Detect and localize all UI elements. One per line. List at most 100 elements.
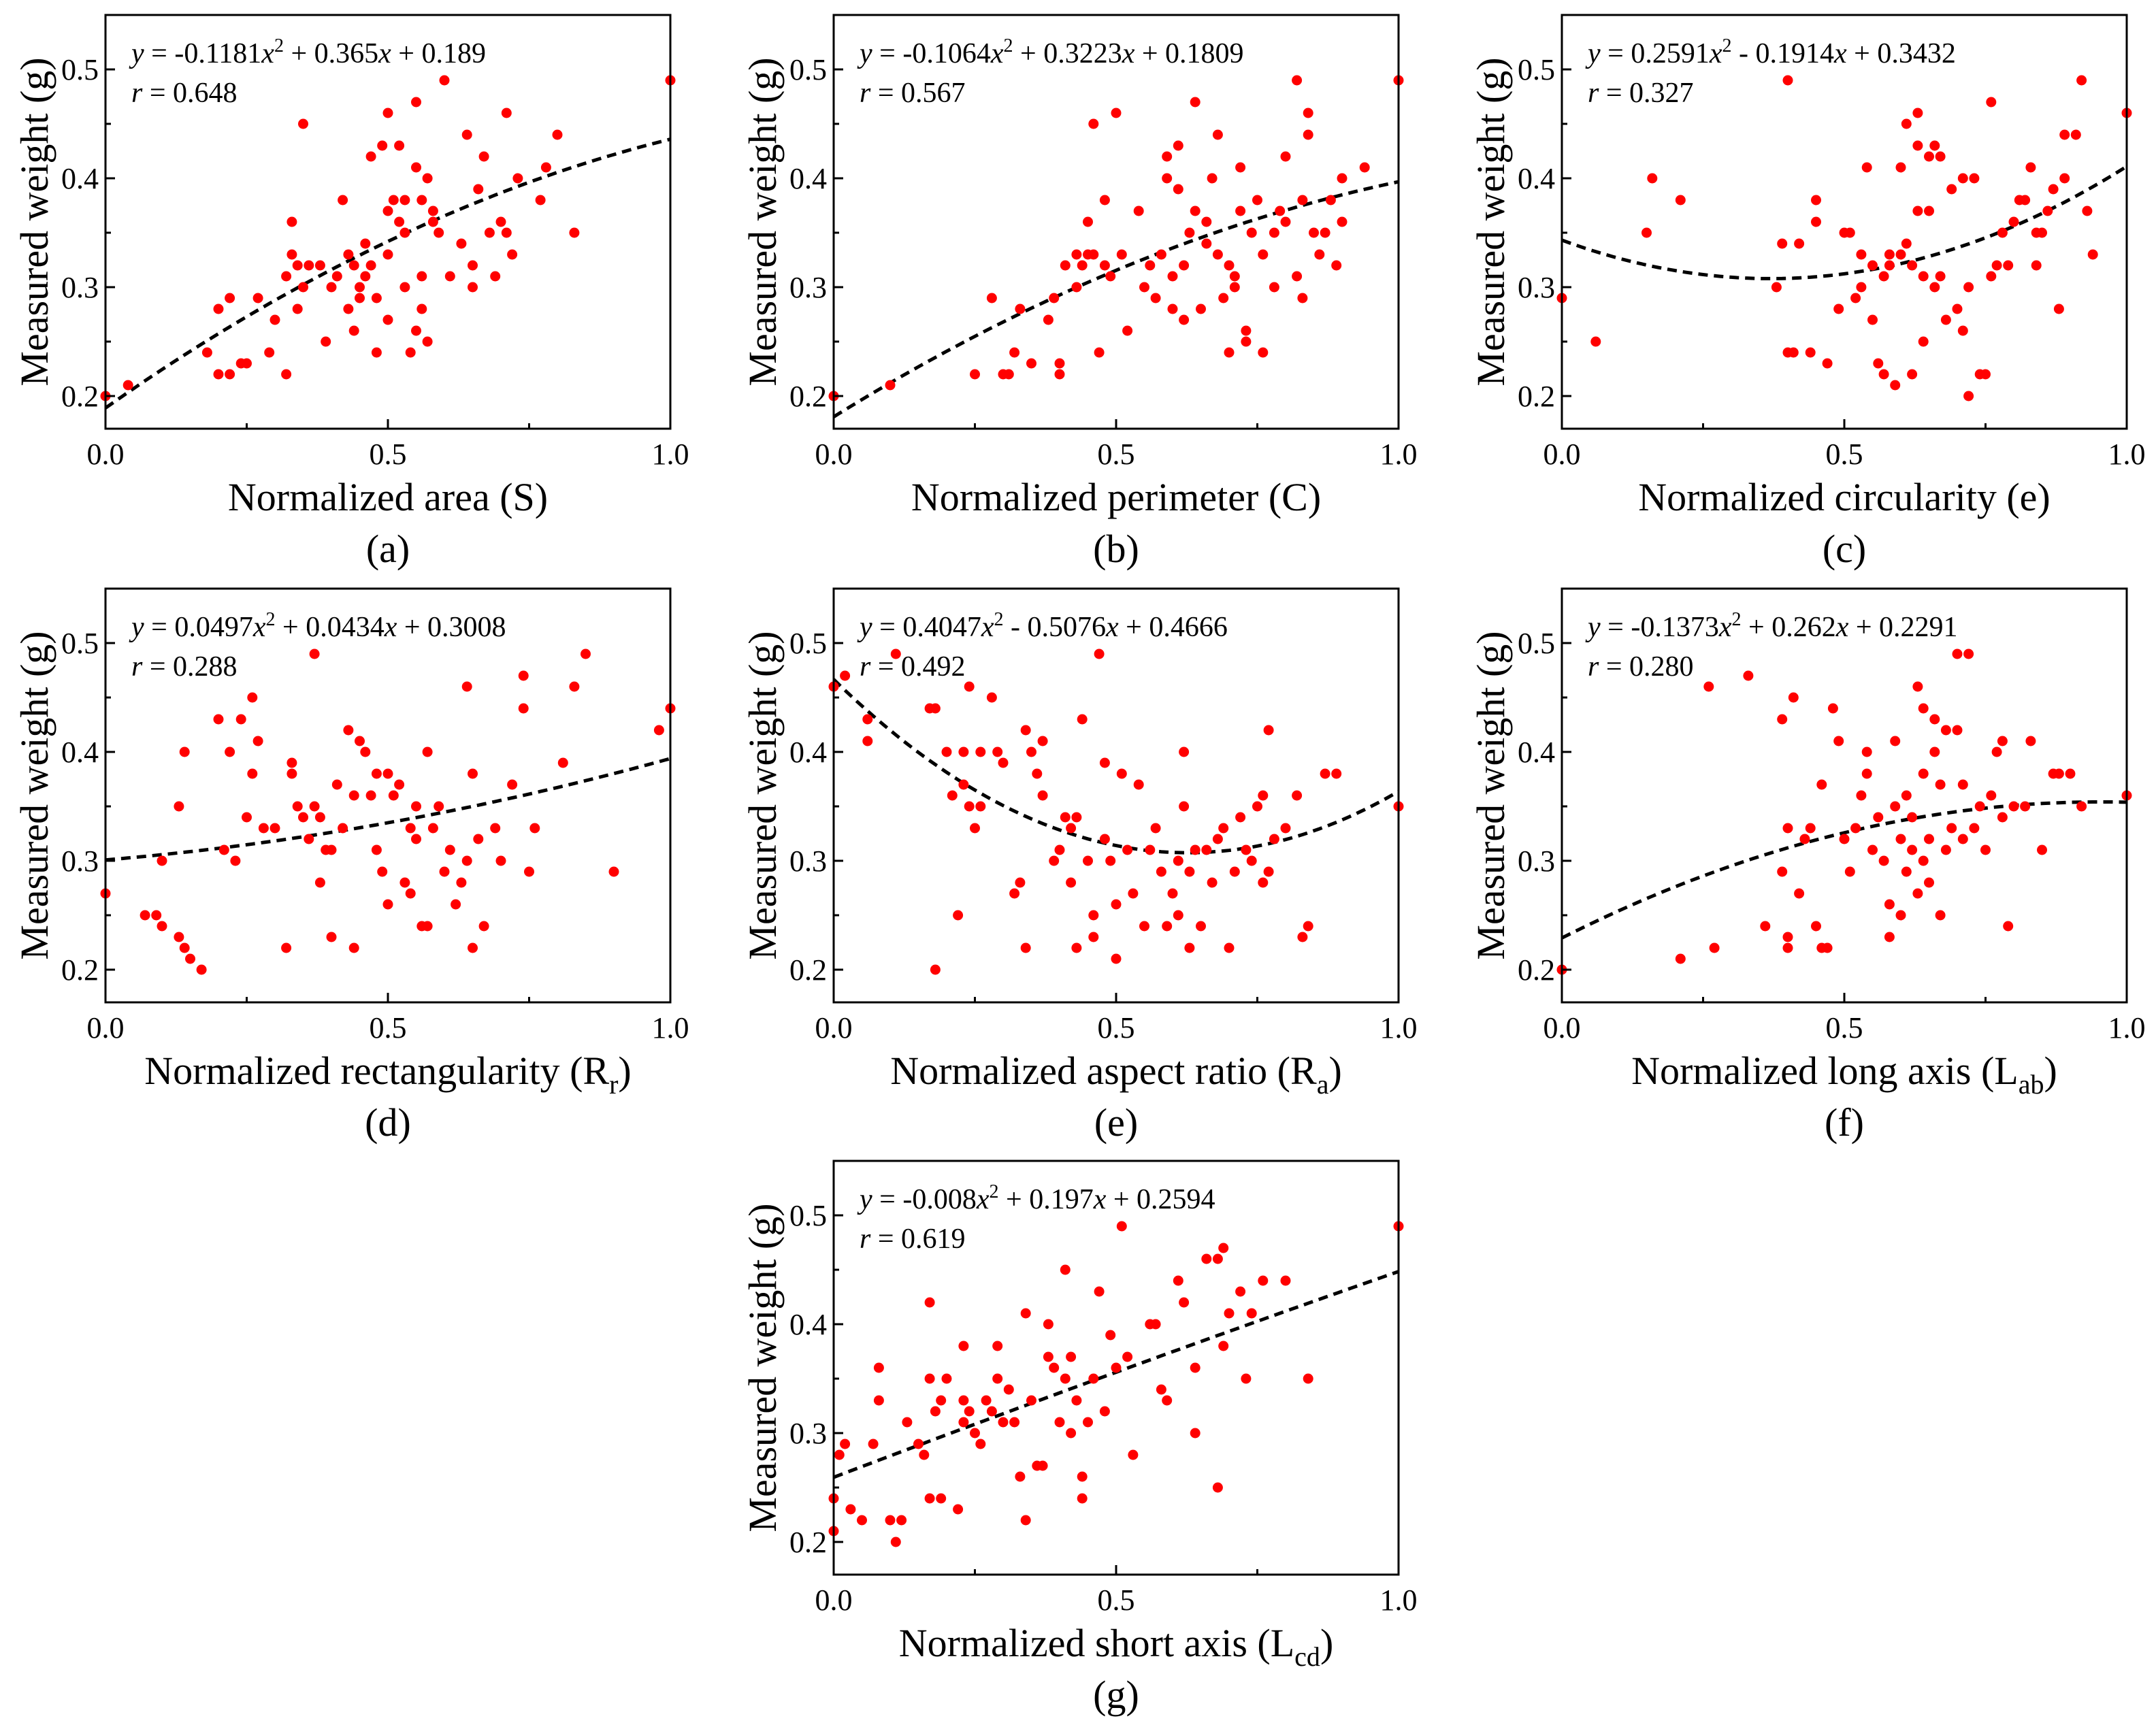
fit-curve xyxy=(104,137,671,410)
data-point xyxy=(439,75,450,86)
data-point xyxy=(1099,195,1110,206)
data-point xyxy=(1032,768,1043,779)
data-point xyxy=(377,140,388,151)
data-point xyxy=(1094,347,1105,358)
data-point xyxy=(422,921,433,932)
data-point xyxy=(1907,260,1918,271)
data-point xyxy=(252,736,263,746)
x-tick-label: 1.0 xyxy=(652,1011,689,1045)
data-point xyxy=(473,834,484,844)
data-point xyxy=(1015,303,1026,314)
data-point xyxy=(1173,855,1183,866)
data-point xyxy=(552,129,563,140)
fit-equation: y = 0.4047x2 - 0.5076x + 0.4666 xyxy=(857,609,1228,643)
x-tick-label: 0.5 xyxy=(1098,1583,1135,1617)
data-point xyxy=(1122,1351,1133,1362)
y-tick-label: 0.3 xyxy=(789,1417,827,1450)
data-point xyxy=(468,942,478,953)
data-point xyxy=(258,823,269,834)
data-point xyxy=(501,227,512,238)
data-point xyxy=(524,866,534,877)
data-point xyxy=(1060,1264,1071,1275)
data-point xyxy=(970,1428,980,1439)
data-point xyxy=(1145,260,1156,271)
data-point xyxy=(1890,380,1901,391)
data-point xyxy=(1912,681,1923,692)
data-point xyxy=(355,736,365,746)
correlation-label: r = 0.280 xyxy=(1588,651,1694,683)
data-point xyxy=(416,195,427,206)
data-point xyxy=(1156,866,1166,877)
data-point xyxy=(242,358,252,369)
data-point xyxy=(343,303,354,314)
data-point xyxy=(1297,293,1308,303)
panel-label: (b) xyxy=(1093,527,1139,571)
data-point xyxy=(1935,779,1946,790)
data-point xyxy=(461,681,472,692)
y-tick-label: 0.3 xyxy=(1518,271,1555,304)
data-point xyxy=(930,964,941,975)
data-point xyxy=(1077,1493,1088,1504)
data-point xyxy=(1009,888,1020,899)
data-point xyxy=(1816,779,1827,790)
data-point xyxy=(1822,942,1833,953)
data-point xyxy=(1991,746,2002,757)
data-point xyxy=(1303,129,1313,140)
data-point xyxy=(1054,1417,1065,1428)
data-point xyxy=(840,670,851,681)
data-point xyxy=(1320,768,1330,779)
data-point xyxy=(1077,714,1088,725)
data-point xyxy=(1179,314,1190,325)
data-point xyxy=(902,1417,913,1428)
x-tick-label: 0.0 xyxy=(87,438,125,471)
data-point xyxy=(970,823,980,834)
data-point xyxy=(1895,162,1906,173)
data-point xyxy=(230,855,241,866)
data-point xyxy=(298,812,308,823)
data-point xyxy=(1235,206,1246,216)
data-point xyxy=(1929,746,1940,757)
data-point xyxy=(1066,823,1077,834)
data-point xyxy=(360,746,371,757)
data-point xyxy=(1190,206,1200,216)
data-point xyxy=(321,336,331,347)
data-point xyxy=(1083,216,1093,227)
data-point xyxy=(1071,942,1082,953)
y-tick-label: 0.2 xyxy=(1518,380,1555,413)
data-point xyxy=(225,293,235,303)
data-point xyxy=(2008,801,2019,812)
data-point xyxy=(1986,790,1997,801)
data-point xyxy=(1150,823,1161,834)
y-axis-label: Measured weight (g) xyxy=(740,57,785,386)
data-point xyxy=(1974,801,1985,812)
data-point xyxy=(377,866,388,877)
y-tick-label: 0.5 xyxy=(1518,627,1555,660)
data-point xyxy=(2076,801,2087,812)
y-tick-label: 0.2 xyxy=(789,953,827,987)
data-point xyxy=(365,260,376,271)
data-point xyxy=(298,118,308,129)
data-point xyxy=(1963,391,1974,401)
x-tick-label: 0.0 xyxy=(815,1011,853,1045)
data-point xyxy=(1066,877,1077,888)
data-point xyxy=(1675,953,1686,964)
y-tick-label: 0.4 xyxy=(1518,162,1555,195)
fit-curve xyxy=(832,180,1399,418)
data-point xyxy=(331,779,342,790)
y-tick-label: 0.3 xyxy=(61,271,99,304)
data-point xyxy=(930,703,941,714)
data-point xyxy=(1952,303,1963,314)
data-point xyxy=(1184,866,1195,877)
data-point xyxy=(2003,921,2014,932)
data-point xyxy=(365,790,376,801)
data-point xyxy=(1303,1373,1313,1384)
data-point xyxy=(1218,293,1229,303)
data-point xyxy=(569,681,580,692)
data-point xyxy=(1861,746,1872,757)
data-point xyxy=(1269,282,1279,293)
data-point xyxy=(1986,97,1997,108)
data-point xyxy=(434,801,444,812)
data-point xyxy=(196,964,207,975)
data-point xyxy=(1331,768,1342,779)
data-point xyxy=(1190,844,1200,855)
